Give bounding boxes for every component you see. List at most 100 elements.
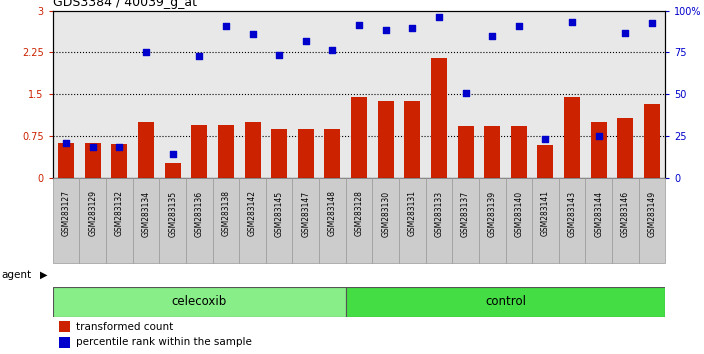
Bar: [511, 126, 527, 178]
Bar: [191, 125, 207, 178]
Bar: [53, 178, 80, 263]
Bar: [84, 143, 101, 178]
Bar: [271, 129, 287, 178]
Bar: [372, 178, 399, 263]
Bar: [617, 118, 634, 178]
Point: [194, 53, 205, 59]
Bar: [639, 178, 665, 263]
Text: GSM283133: GSM283133: [434, 190, 444, 236]
Text: GSM283131: GSM283131: [408, 190, 417, 236]
Bar: [404, 101, 420, 178]
Bar: [244, 122, 260, 178]
Bar: [80, 178, 106, 263]
Bar: [325, 129, 341, 178]
Bar: [426, 178, 452, 263]
Text: GSM283132: GSM283132: [115, 190, 124, 236]
Text: GSM283144: GSM283144: [594, 190, 603, 236]
Text: GSM283149: GSM283149: [648, 190, 656, 236]
Point: [353, 22, 365, 27]
Bar: [106, 178, 132, 263]
Text: GSM283147: GSM283147: [301, 190, 310, 236]
Point: [593, 133, 604, 139]
Bar: [159, 178, 186, 263]
Bar: [559, 178, 586, 263]
Bar: [58, 143, 74, 178]
Point: [513, 23, 524, 29]
Bar: [165, 163, 181, 178]
Text: GSM283139: GSM283139: [488, 190, 497, 236]
Point: [327, 47, 338, 52]
Bar: [612, 178, 639, 263]
Text: GSM283130: GSM283130: [381, 190, 390, 236]
Bar: [479, 178, 505, 263]
Text: GDS3384 / 40039_g_at: GDS3384 / 40039_g_at: [53, 0, 197, 9]
Point: [486, 33, 498, 39]
Bar: [239, 178, 266, 263]
Point: [646, 20, 658, 26]
Bar: [564, 97, 580, 178]
Bar: [218, 125, 234, 178]
Text: GSM283142: GSM283142: [248, 190, 257, 236]
Text: percentile rank within the sample: percentile rank within the sample: [76, 337, 252, 347]
Text: GSM283145: GSM283145: [275, 190, 284, 236]
Point: [433, 15, 444, 20]
Text: GSM283140: GSM283140: [515, 190, 523, 236]
Bar: [138, 122, 154, 178]
Text: transformed count: transformed count: [76, 322, 173, 332]
Text: GSM283136: GSM283136: [195, 190, 203, 236]
Bar: [484, 126, 500, 178]
Bar: [111, 144, 127, 178]
Bar: [132, 178, 159, 263]
Bar: [377, 101, 394, 178]
Point: [140, 50, 151, 55]
Text: celecoxib: celecoxib: [172, 295, 227, 308]
Point: [380, 27, 391, 33]
Text: GSM283146: GSM283146: [621, 190, 630, 236]
Point: [407, 25, 418, 31]
Text: GSM283143: GSM283143: [567, 190, 577, 236]
Point: [61, 140, 72, 146]
Bar: [399, 178, 426, 263]
Text: GSM283127: GSM283127: [62, 190, 70, 236]
Point: [247, 31, 258, 37]
Text: agent: agent: [1, 270, 32, 280]
Bar: [266, 178, 292, 263]
Text: GSM283141: GSM283141: [541, 190, 550, 236]
Bar: [586, 178, 612, 263]
Point: [114, 144, 125, 150]
Bar: [53, 287, 346, 317]
Bar: [644, 104, 660, 178]
Point: [540, 136, 551, 142]
Text: control: control: [485, 295, 526, 308]
Text: GSM283134: GSM283134: [142, 190, 151, 236]
Point: [300, 39, 311, 44]
Bar: [298, 129, 314, 178]
Bar: [351, 97, 367, 178]
Point: [620, 30, 631, 36]
Text: GSM283138: GSM283138: [221, 190, 230, 236]
Bar: [431, 58, 447, 178]
Bar: [346, 287, 665, 317]
Bar: [537, 145, 553, 178]
Text: GSM283128: GSM283128: [355, 190, 363, 236]
Bar: [292, 178, 319, 263]
Bar: [346, 178, 372, 263]
Bar: [452, 178, 479, 263]
Point: [167, 152, 178, 157]
Point: [567, 19, 578, 24]
Bar: [319, 178, 346, 263]
Text: ▶: ▶: [39, 270, 47, 280]
Text: GSM283148: GSM283148: [328, 190, 337, 236]
Bar: [505, 178, 532, 263]
Bar: [59, 337, 70, 348]
Point: [87, 144, 99, 150]
Point: [460, 90, 471, 96]
Bar: [532, 178, 559, 263]
Point: [274, 52, 285, 58]
Text: GSM283137: GSM283137: [461, 190, 470, 236]
Bar: [591, 122, 607, 178]
Text: GSM283135: GSM283135: [168, 190, 177, 236]
Bar: [458, 126, 474, 178]
Point: [220, 23, 232, 29]
Bar: [213, 178, 239, 263]
